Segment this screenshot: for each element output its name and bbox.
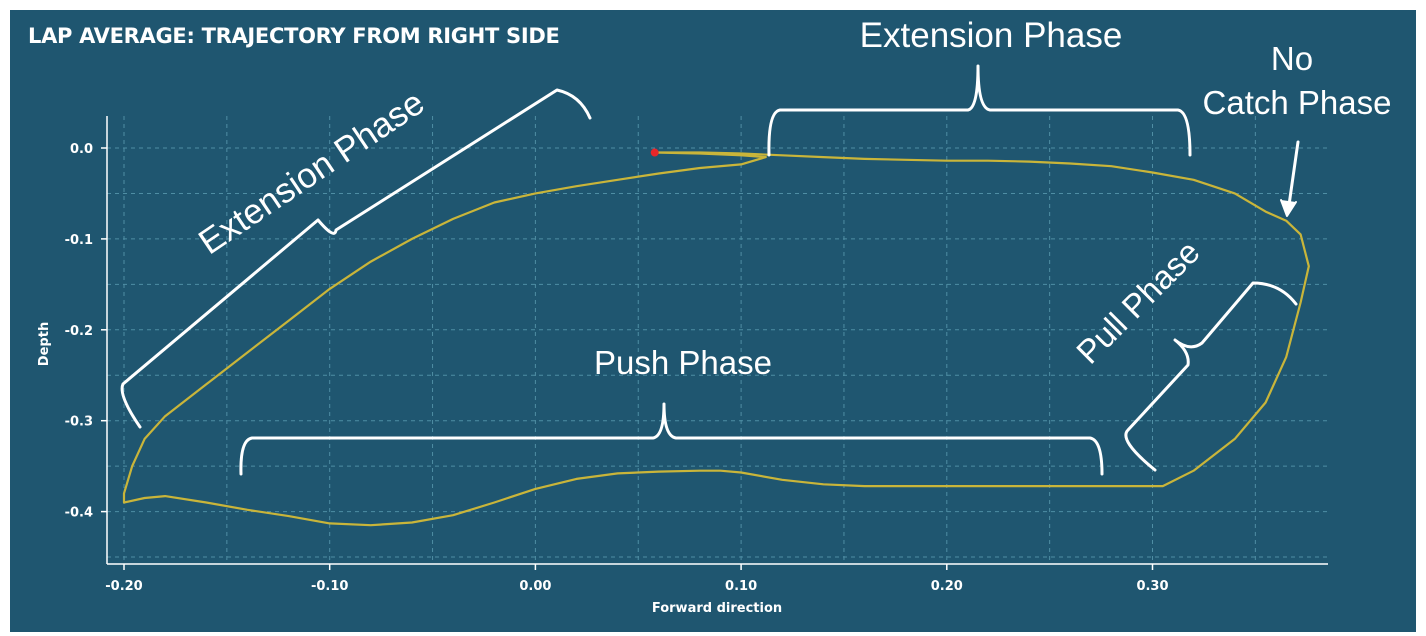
push-bracket [239,402,1104,476]
phase-brackets [120,64,1300,476]
chart-title: LAP AVERAGE: TRAJECTORY FROM RIGHT SIDE [28,24,560,48]
y-tick-label: -0.4 [65,506,93,521]
y-tick-label: -0.2 [65,324,93,339]
phase-labels: Extension Phase Extension Phase No Catch… [192,16,1392,381]
trajectory-line [122,151,1310,527]
x-tick-label: 0.20 [931,579,963,594]
x-tick-label: 0.10 [725,579,757,594]
x-ticks: -0.20 -0.10 0.00 0.10 0.20 0.30 [105,564,1169,594]
x-tick-label: -0.10 [311,579,348,594]
x-tick-label: -0.20 [105,579,142,594]
y-tick-label: 0.0 [70,142,93,157]
extension-diagonal-label: Extension Phase [192,83,432,262]
x-axis-label: Forward direction [652,601,782,616]
extension-top-bracket [767,64,1192,157]
no-catch-label-line2: Catch Phase [1203,84,1392,121]
x-tick-label: 0.00 [519,579,551,594]
no-catch-arrowhead [1280,199,1297,217]
push-label: Push Phase [594,344,772,381]
grid [107,116,1328,564]
y-axis-label: Depth [37,322,52,366]
extension-diagonal-bracket [120,88,592,429]
axes [106,116,1328,565]
extension-top-label: Extension Phase [860,16,1123,55]
pull-bracket [1124,281,1298,472]
y-ticks: 0.0 -0.1 -0.2 -0.3 -0.4 [65,142,107,521]
no-catch-arrow [1286,140,1300,214]
y-tick-label: -0.3 [65,415,93,430]
y-tick-label: -0.1 [65,233,93,248]
x-tick-label: 0.30 [1136,579,1168,594]
start-point-marker [650,148,659,157]
no-catch-label-line1: No [1271,40,1313,77]
